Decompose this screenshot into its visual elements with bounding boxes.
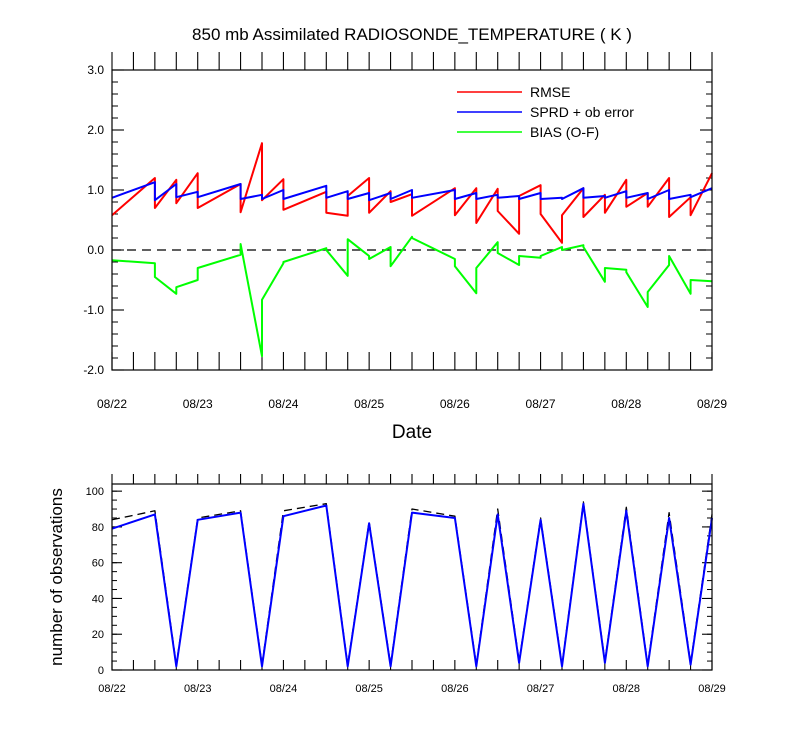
bottom-axis-ticks: [111, 474, 713, 671]
x-tick-label: 08/26: [440, 397, 470, 411]
x-tick-label: 08/25: [354, 397, 384, 411]
x-tick-label: 08/28: [613, 683, 641, 695]
y-tick-label: 1.0: [87, 183, 104, 197]
y-tick-label: 2.0: [87, 123, 104, 137]
legend-label-sprd: SPRD + ob error: [530, 104, 634, 120]
bottom-plot-frame: [111, 483, 713, 671]
legend: RMSE SPRD + ob error BIAS (O-F): [457, 84, 634, 140]
top-axis-labels: 08/22 08/23 08/24 08/25 08/26 08/27 08/28 08/29…: [83, 63, 727, 411]
y-tick-label: 80: [92, 522, 104, 534]
y-tick-label: -1.0: [83, 303, 104, 317]
bottom-axis-labels: 08/22 08/23 08/24 08/25 08/26 08/27 08/28 08/29…: [86, 486, 726, 695]
x-tick-label: 08/27: [526, 397, 556, 411]
y-tick-label: 100: [86, 486, 104, 498]
legend-label-bias: BIAS (O-F): [530, 124, 599, 140]
top-chart-xlabel: Date: [392, 422, 432, 443]
x-tick-label: 08/28: [611, 397, 641, 411]
x-tick-label: 08/24: [268, 397, 298, 411]
x-tick-label: 08/29: [698, 683, 726, 695]
y-tick-label: 3.0: [87, 63, 104, 77]
series-line-sprd-ob-error: [111, 181, 713, 202]
y-tick-label: 0: [98, 665, 104, 677]
y-tick-label: -2.0: [83, 363, 104, 377]
y-tick-label: 60: [92, 558, 104, 570]
y-tick-label: 40: [92, 593, 104, 605]
y-tick-label: 20: [92, 629, 104, 641]
x-tick-label: 08/22: [97, 397, 127, 411]
x-tick-label: 08/22: [98, 683, 126, 695]
x-tick-label: 08/24: [270, 683, 298, 695]
series-line-rmse: [111, 142, 713, 244]
x-tick-label: 08/26: [441, 683, 469, 695]
top-plot-frame: [111, 69, 713, 371]
series-line-bias-o-f: [111, 235, 713, 358]
series-line-total-observations: [111, 501, 713, 666]
x-tick-label: 08/27: [527, 683, 555, 695]
bottom-series-group: [111, 501, 713, 668]
x-tick-label: 08/23: [184, 683, 212, 695]
top-series-group: [111, 142, 713, 358]
bottom-chart-ylabel: number of observations: [47, 488, 66, 666]
series-line-assimilated-observations: [111, 502, 713, 668]
y-tick-label: 0.0: [87, 243, 104, 257]
legend-label-rmse: RMSE: [530, 84, 570, 100]
x-tick-label: 08/23: [183, 397, 213, 411]
top-axis-ticks: [111, 52, 713, 371]
top-chart-title: 850 mb Assimilated RADIOSONDE_TEMPERATUR…: [192, 25, 632, 44]
x-tick-label: 08/29: [697, 397, 727, 411]
x-tick-label: 08/25: [355, 683, 383, 695]
